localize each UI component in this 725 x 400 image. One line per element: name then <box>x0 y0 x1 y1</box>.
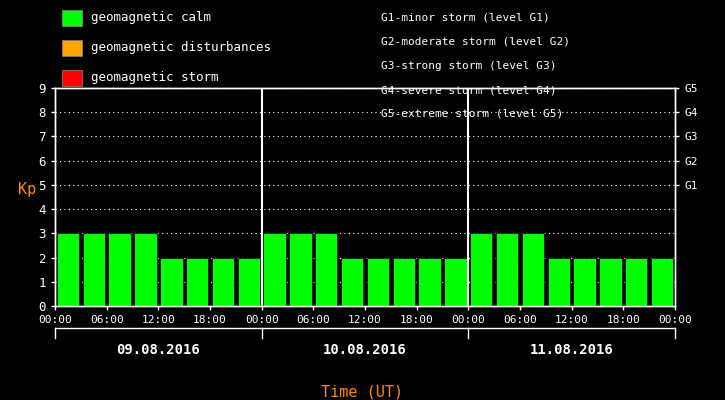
Text: 10.08.2016: 10.08.2016 <box>323 343 407 357</box>
Bar <box>547 258 570 306</box>
Bar <box>496 233 518 306</box>
Y-axis label: Kp: Kp <box>18 182 36 197</box>
Bar <box>573 258 596 306</box>
Bar <box>289 233 312 306</box>
Text: geomagnetic calm: geomagnetic calm <box>91 12 211 24</box>
Bar <box>625 258 647 306</box>
Text: 09.08.2016: 09.08.2016 <box>117 343 200 357</box>
Text: Time (UT): Time (UT) <box>321 384 404 400</box>
Text: G1-minor storm (level G1): G1-minor storm (level G1) <box>381 13 550 23</box>
Bar <box>263 233 286 306</box>
Bar <box>57 233 79 306</box>
Bar <box>315 233 337 306</box>
Bar <box>83 233 105 306</box>
Bar <box>522 233 544 306</box>
Text: G4-severe storm (level G4): G4-severe storm (level G4) <box>381 85 556 95</box>
Bar <box>392 258 415 306</box>
Text: 11.08.2016: 11.08.2016 <box>530 343 613 357</box>
Bar <box>367 258 389 306</box>
Bar <box>599 258 621 306</box>
Bar <box>160 258 183 306</box>
Bar <box>341 258 363 306</box>
Bar <box>109 233 130 306</box>
Bar <box>470 233 492 306</box>
Bar <box>186 258 208 306</box>
Bar <box>134 233 157 306</box>
Text: geomagnetic disturbances: geomagnetic disturbances <box>91 42 270 54</box>
Bar <box>444 258 467 306</box>
Bar <box>212 258 234 306</box>
Bar <box>418 258 441 306</box>
Bar <box>238 258 260 306</box>
Text: G3-strong storm (level G3): G3-strong storm (level G3) <box>381 61 556 71</box>
Text: G2-moderate storm (level G2): G2-moderate storm (level G2) <box>381 37 570 47</box>
Text: geomagnetic storm: geomagnetic storm <box>91 72 218 84</box>
Bar <box>651 258 674 306</box>
Text: G5-extreme storm (level G5): G5-extreme storm (level G5) <box>381 109 563 119</box>
